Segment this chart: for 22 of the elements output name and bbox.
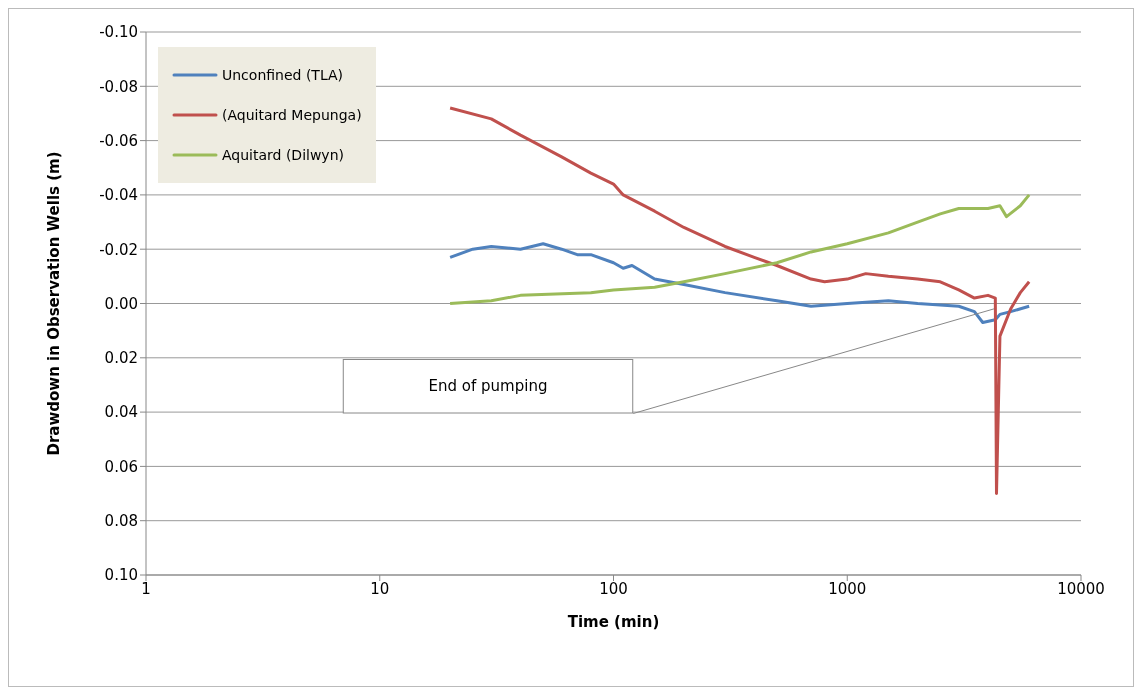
annotation: End of pumping	[428, 377, 548, 396]
x-tick-label: 10000	[1057, 579, 1105, 598]
legend-label: Aquitard (Dilwyn)	[222, 147, 344, 163]
y-tick-label: -0.06	[99, 131, 138, 150]
x-tick-label: 10	[370, 579, 390, 598]
x-tick-label: 1000	[828, 579, 867, 598]
y-tick-label: 0.00	[104, 294, 138, 313]
x-tick-label: 100	[599, 579, 628, 598]
y-tick-label: -0.04	[99, 186, 138, 205]
y-tick-label: 0.02	[104, 349, 138, 368]
x-axis-title: Time (min)	[567, 613, 660, 631]
y-axis-title: Drawdown in Observation Wells (m)	[45, 151, 64, 456]
y-tick-label: 0.04	[104, 403, 138, 422]
y-tick-label: -0.02	[99, 240, 138, 259]
legend-label: (Aquitard Mepunga)	[222, 107, 362, 123]
legend-label: Unconfined (TLA)	[222, 67, 344, 83]
y-tick-label: 0.10	[104, 566, 138, 585]
y-tick-label: -0.08	[99, 77, 138, 96]
y-tick-label: 0.06	[104, 457, 138, 476]
y-tick-label: 0.08	[104, 512, 138, 531]
y-tick-label: -0.10	[99, 23, 138, 42]
x-tick-label: 1	[141, 579, 151, 598]
